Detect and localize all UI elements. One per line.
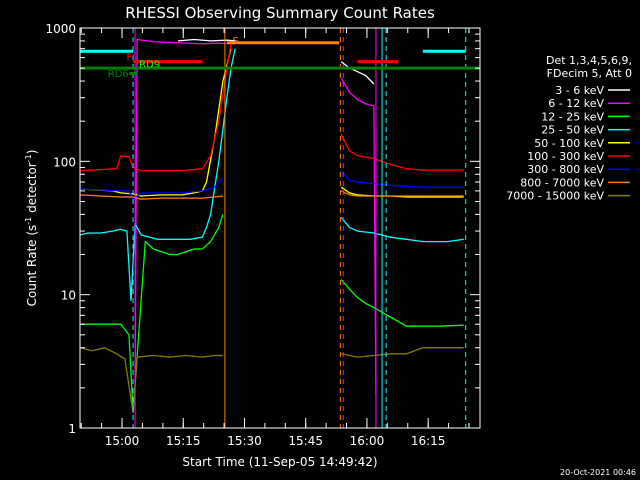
plot-frame (79, 27, 481, 429)
annotation-4: S (233, 36, 239, 47)
legend-label-8: 800 - 7000 keV (520, 176, 604, 189)
series-6-segment-1 (79, 44, 232, 172)
series-1-segment-1 (177, 38, 236, 42)
legend-label-1: 3 - 6 keV (555, 84, 604, 97)
x-tick-label-6: 16:15 (411, 434, 446, 448)
series-8 (79, 190, 464, 200)
series-4-segment-1 (79, 48, 236, 301)
legend-label-4: 25 - 50 keV (541, 124, 604, 137)
x-tick-label-2: 15:15 (166, 434, 201, 448)
series-2-segment-2 (340, 77, 377, 395)
y-tick-label-2: 10 (61, 289, 76, 303)
series-group (79, 38, 464, 413)
series-6-segment-2 (340, 133, 464, 171)
x-tick-label-4: 15:45 (288, 434, 323, 448)
series-6 (79, 44, 464, 172)
chart-title: RHESSI Observing Summary Count Rates (125, 4, 435, 22)
annotations: F RD6 RD9 S (108, 36, 239, 80)
y-axis: 1 10 100 1000 (45, 22, 480, 436)
y-axis-label: Count Rate (s-1 detector-1) (24, 150, 39, 307)
annotation-3: RD9 (139, 60, 160, 71)
series-8-segment-1 (79, 194, 223, 200)
marker-group (80, 28, 480, 428)
x-axis-label: Start Time (11-Sep-05 14:49:42) (182, 455, 377, 469)
legend-label-7: 300 - 800 keV (527, 163, 604, 176)
series-1 (177, 38, 375, 85)
series-1-segment-2 (340, 61, 375, 85)
footer-stamp: 20-Oct-2021 00:46 (560, 468, 636, 477)
series-9-segment-2 (341, 347, 464, 358)
x-axis: 15:00 15:15 15:30 15:45 16:00 16:15 (80, 28, 470, 448)
annotation-1: F (127, 53, 133, 64)
series-3-segment-1 (80, 214, 224, 413)
series-7 (79, 170, 464, 201)
x-tick-label-1: 15:00 (105, 434, 140, 448)
series-5-segment-1 (79, 48, 232, 197)
legend-label-3: 12 - 25 keV (541, 110, 604, 123)
y-tick-label-1: 1 (68, 422, 76, 436)
legend-label-2: 6 - 12 keV (548, 97, 604, 110)
series-9-segment-1 (79, 347, 223, 413)
y-tick-label-4: 1000 (45, 22, 76, 36)
series-8-segment-2 (340, 190, 464, 197)
series-2 (134, 38, 377, 395)
series-7-segment-1 (79, 177, 224, 201)
series-9 (79, 347, 464, 413)
series-3 (80, 214, 464, 413)
legend: Det 1,3,4,5,6,9, FDecim 5, Att 0 3 - 6 k… (506, 54, 632, 203)
legend-header-line-2: FDecim 5, Att 0 (547, 67, 632, 80)
series-7-segment-2 (340, 170, 464, 188)
series-4-segment-2 (340, 216, 464, 243)
x-tick-label-5: 16:00 (350, 434, 385, 448)
series-3-segment-2 (340, 279, 464, 327)
series-2-segment-1 (134, 38, 236, 383)
annotation-2: RD6 (108, 69, 129, 80)
x-tick-label-3: 15:30 (227, 434, 262, 448)
legend-label-9: 7000 - 15000 keV (506, 190, 604, 203)
legend-header-line-1: Det 1,3,4,5,6,9, (546, 54, 632, 67)
y-tick-label-3: 100 (53, 155, 76, 169)
legend-label-5: 50 - 100 keV (534, 137, 604, 150)
series-4 (79, 48, 464, 301)
legend-label-6: 100 - 300 keV (527, 150, 604, 163)
